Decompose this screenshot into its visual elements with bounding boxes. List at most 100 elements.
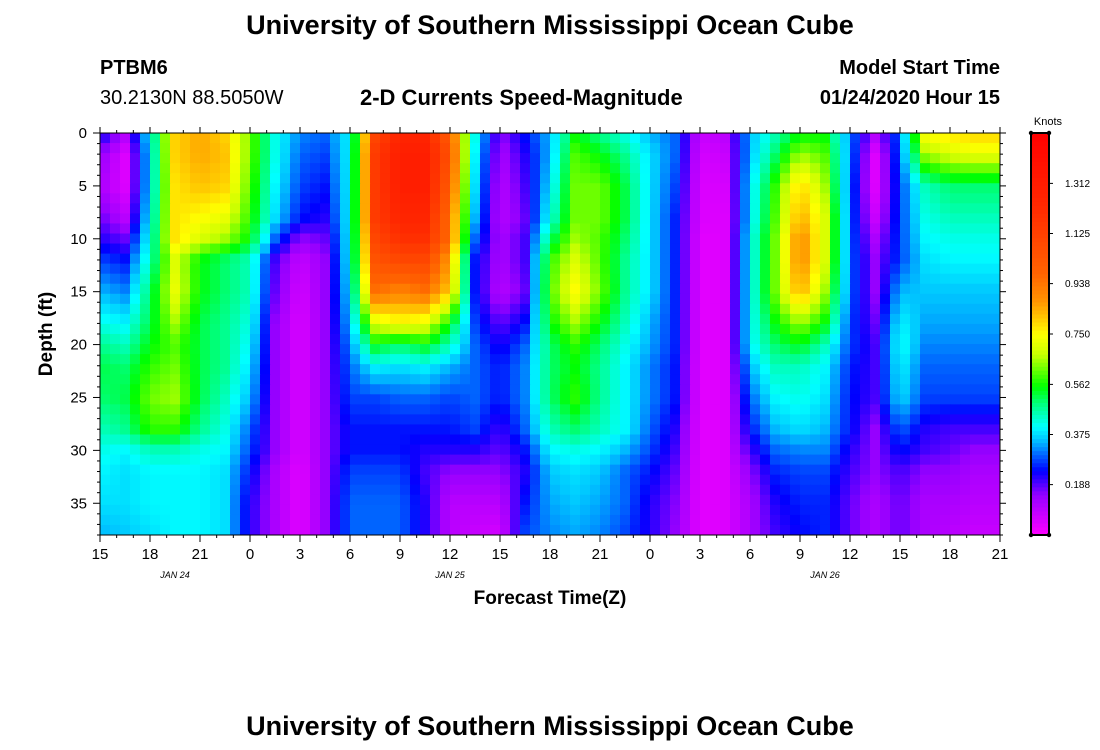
x-tick-label: 3 xyxy=(696,546,704,563)
heatmap-cell xyxy=(210,474,221,486)
heatmap-cell xyxy=(720,414,731,426)
heatmap-cell xyxy=(150,384,161,395)
heatmap-cell xyxy=(990,474,1000,486)
heatmap-cell xyxy=(440,334,451,345)
heatmap-cell xyxy=(920,394,931,405)
heatmap-cell xyxy=(380,424,391,436)
heatmap-cell xyxy=(240,283,251,295)
heatmap-cell xyxy=(630,183,641,194)
heatmap-cell xyxy=(330,344,341,355)
colorbar-swatch xyxy=(1031,462,1049,468)
heatmap-cell xyxy=(380,163,391,174)
heatmap-cell xyxy=(470,374,481,385)
heatmap-cell xyxy=(550,504,561,516)
heatmap-cell xyxy=(720,464,731,476)
heatmap-cell xyxy=(870,293,881,305)
heatmap-cell xyxy=(160,273,171,285)
heatmap-cell xyxy=(790,173,801,184)
heatmap-cell xyxy=(240,323,251,335)
heatmap-cell xyxy=(590,414,601,426)
heatmap-cell xyxy=(530,334,541,345)
heatmap-cell xyxy=(240,364,251,375)
heatmap-cell xyxy=(820,293,831,305)
heatmap-cell xyxy=(810,454,821,466)
heatmap-cell xyxy=(610,384,621,395)
heatmap-cell xyxy=(530,153,541,164)
heatmap-cell xyxy=(260,524,271,535)
heatmap-cell xyxy=(710,464,721,476)
heatmap-cell xyxy=(210,524,221,535)
heatmap-cell xyxy=(770,323,781,335)
heatmap-cell xyxy=(230,143,241,154)
heatmap-cell xyxy=(130,344,141,355)
heatmap-cell xyxy=(740,374,751,385)
heatmap-cell xyxy=(250,223,261,235)
heatmap-cell xyxy=(660,183,671,194)
heatmap-cell xyxy=(340,464,351,476)
heatmap-cell xyxy=(830,454,841,466)
heatmap-cell xyxy=(530,494,541,506)
heatmap-cell xyxy=(480,444,491,456)
heatmap-cell xyxy=(350,384,361,395)
heatmap-cell xyxy=(510,364,521,375)
heatmap-cell xyxy=(670,243,681,255)
colorbar-swatch xyxy=(1031,454,1049,460)
heatmap-cell xyxy=(430,133,441,144)
heatmap-cell xyxy=(840,153,851,164)
heatmap-cell xyxy=(170,384,181,395)
heatmap-cell xyxy=(880,323,891,335)
heatmap-cell xyxy=(160,334,171,345)
heatmap-cell xyxy=(570,484,581,496)
heatmap-cell xyxy=(910,344,921,355)
heatmap-cell xyxy=(920,173,931,184)
heatmap-cell xyxy=(710,474,721,486)
heatmap-cell xyxy=(330,434,341,446)
heatmap-cell xyxy=(830,374,841,385)
heatmap-cell xyxy=(410,504,421,516)
heatmap-cell xyxy=(160,374,171,385)
heatmap-cell xyxy=(610,494,621,506)
heatmap-cell xyxy=(820,273,831,285)
heatmap-cell xyxy=(550,213,561,225)
station-id: PTBM6 xyxy=(100,57,168,79)
heatmap-cell xyxy=(910,313,921,325)
heatmap-cell xyxy=(480,283,491,295)
heatmap-cell xyxy=(830,514,841,526)
colorbar-swatch xyxy=(1031,229,1049,235)
heatmap-cell xyxy=(510,494,521,506)
heatmap-cell xyxy=(120,504,131,516)
heatmap-cell xyxy=(690,494,701,506)
heatmap-cell xyxy=(880,474,891,486)
heatmap-cell xyxy=(280,293,291,305)
heatmap-cell xyxy=(460,323,471,335)
heatmap-cell xyxy=(330,233,341,245)
heatmap-cell xyxy=(970,133,981,144)
heatmap-cell xyxy=(590,173,601,184)
heatmap-cell xyxy=(480,454,491,466)
heatmap-cell xyxy=(850,394,861,405)
heatmap-cell xyxy=(640,524,651,535)
heatmap-cell xyxy=(200,484,211,496)
heatmap-cell xyxy=(780,183,791,194)
heatmap-cell xyxy=(560,444,571,456)
heatmap-cell xyxy=(890,524,901,535)
heatmap-cell xyxy=(140,404,151,415)
heatmap-cell xyxy=(660,263,671,275)
heatmap-cell xyxy=(630,173,641,184)
heatmap-cell xyxy=(990,263,1000,275)
heatmap-cell xyxy=(880,153,891,164)
heatmap-cell xyxy=(300,293,311,305)
heatmap-cell xyxy=(490,514,501,526)
heatmap-cell xyxy=(520,213,531,225)
heatmap-cell xyxy=(450,203,461,214)
heatmap-cell xyxy=(420,193,431,204)
heatmap-cell xyxy=(710,514,721,526)
heatmap-cell xyxy=(440,213,451,225)
heatmap-cell xyxy=(120,414,131,426)
heatmap-cell xyxy=(870,193,881,204)
colorbar-swatch xyxy=(1031,470,1049,476)
heatmap-cell xyxy=(690,313,701,325)
heatmap-cell xyxy=(930,143,941,154)
colorbar-swatch xyxy=(1031,173,1049,178)
heatmap-cell xyxy=(630,364,641,375)
